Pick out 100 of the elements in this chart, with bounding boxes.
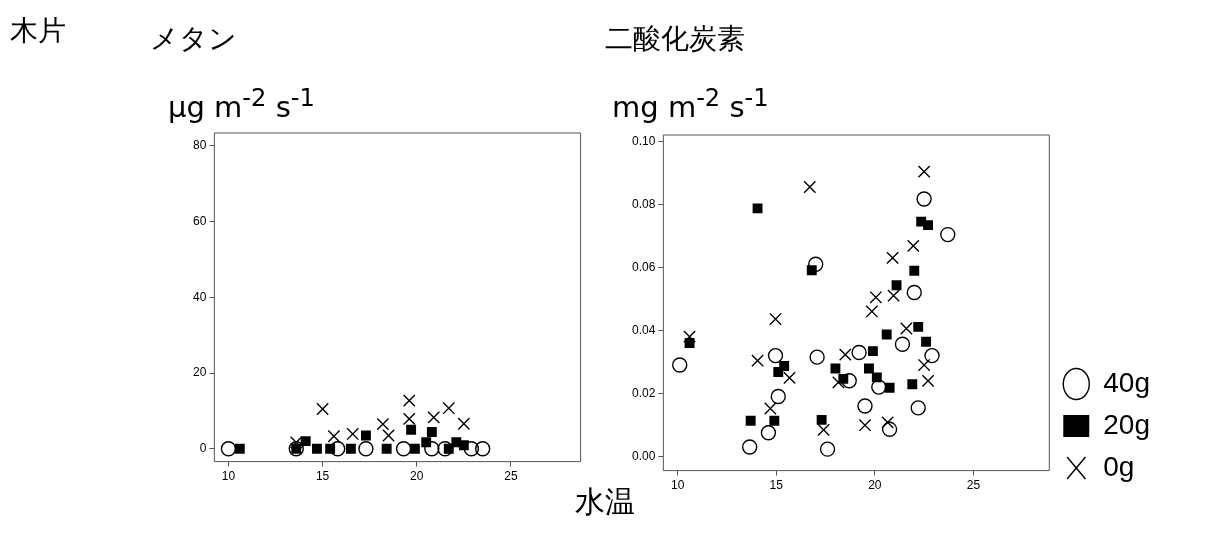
- point: [857, 398, 873, 414]
- point: [869, 290, 883, 304]
- point: [917, 165, 931, 178]
- point: [376, 417, 390, 431]
- y-tick-label: 40: [192, 289, 207, 304]
- point: [819, 441, 836, 457]
- point: [329, 441, 346, 457]
- point: [817, 423, 830, 437]
- point: [437, 441, 453, 457]
- point: [442, 401, 456, 415]
- point: [921, 336, 932, 347]
- point: [770, 388, 786, 405]
- point: [871, 379, 887, 395]
- point: [906, 284, 922, 301]
- point: [940, 226, 956, 243]
- point: [474, 441, 491, 457]
- point: [808, 256, 824, 272]
- legend-label: 0g: [1103, 450, 1135, 482]
- y-tick-label: 0.06: [632, 259, 656, 274]
- point: [863, 363, 874, 374]
- point: [783, 371, 796, 385]
- point: [809, 349, 825, 365]
- point: [767, 347, 784, 364]
- legend-label: 20g: [1103, 408, 1150, 440]
- y-tick-label: 60: [192, 213, 207, 228]
- point: [741, 439, 758, 455]
- x-tick-label: 15: [769, 478, 784, 493]
- point: [346, 427, 360, 441]
- point: [683, 330, 696, 344]
- point: [909, 265, 920, 276]
- y-tick-label: 0.02: [632, 385, 656, 400]
- y-tick-label: 20: [192, 365, 207, 380]
- point: [803, 180, 817, 194]
- point: [760, 425, 777, 441]
- x-tick-label: 25: [966, 478, 981, 493]
- point: [684, 338, 695, 348]
- point: [916, 191, 932, 207]
- point: [427, 410, 441, 424]
- point: [360, 430, 371, 441]
- y-tick-label: 0.08: [632, 196, 656, 211]
- point: [402, 394, 416, 408]
- y-tick-label: 0: [199, 441, 207, 456]
- point: [457, 417, 471, 431]
- point: [851, 344, 867, 361]
- x-tick-label: 25: [504, 469, 518, 484]
- y-axis-title: mg m$^{-2}$ s$^{-1}$: [612, 84, 769, 124]
- point: [884, 382, 895, 393]
- point: [406, 424, 417, 435]
- y-tick-label: 80: [192, 138, 207, 153]
- point: [345, 443, 356, 454]
- point: [867, 346, 878, 357]
- x-tick-label: 10: [671, 478, 685, 493]
- y-axis-title: µg m$^{-2}$ s$^{-1}$: [168, 84, 315, 124]
- legend-label: 40g: [1103, 366, 1150, 398]
- point: [300, 436, 311, 447]
- point: [463, 441, 480, 457]
- point: [402, 412, 416, 426]
- point: [395, 441, 412, 457]
- point: [327, 429, 341, 443]
- point: [424, 441, 440, 457]
- point: [816, 414, 827, 425]
- point: [858, 418, 872, 432]
- chart-title: メタン: [150, 21, 237, 57]
- point: [769, 312, 782, 326]
- x-tick-label: 20: [410, 469, 424, 484]
- x-axis-title: 水温: [575, 483, 635, 521]
- point: [751, 354, 764, 367]
- point: [907, 379, 918, 390]
- point: [832, 376, 845, 389]
- point: [745, 415, 756, 426]
- point: [886, 251, 899, 265]
- x-tick-label: 15: [315, 469, 330, 484]
- point: [234, 443, 245, 454]
- point: [764, 402, 777, 415]
- y-tick-label: 0.04: [632, 322, 656, 337]
- y-tick-label: 0.00: [632, 448, 656, 463]
- point: [924, 347, 940, 364]
- x-tick-label: 20: [868, 478, 882, 493]
- x-tick-label: 10: [221, 469, 236, 484]
- chart-title: 二酸化炭素: [605, 21, 745, 57]
- point: [426, 427, 437, 438]
- point: [841, 373, 857, 389]
- point: [289, 435, 303, 449]
- point: [358, 441, 374, 457]
- point: [381, 443, 392, 454]
- point: [921, 374, 935, 388]
- point: [906, 239, 920, 253]
- point: [672, 357, 688, 373]
- point: [838, 348, 852, 361]
- point: [891, 280, 902, 291]
- point: [881, 421, 898, 438]
- point: [865, 305, 879, 318]
- point: [894, 336, 911, 352]
- point: [881, 329, 892, 340]
- point: [752, 203, 763, 214]
- text: 木片: [10, 13, 66, 49]
- point: [881, 416, 895, 429]
- point: [887, 289, 900, 303]
- point: [409, 443, 420, 454]
- point: [382, 429, 395, 442]
